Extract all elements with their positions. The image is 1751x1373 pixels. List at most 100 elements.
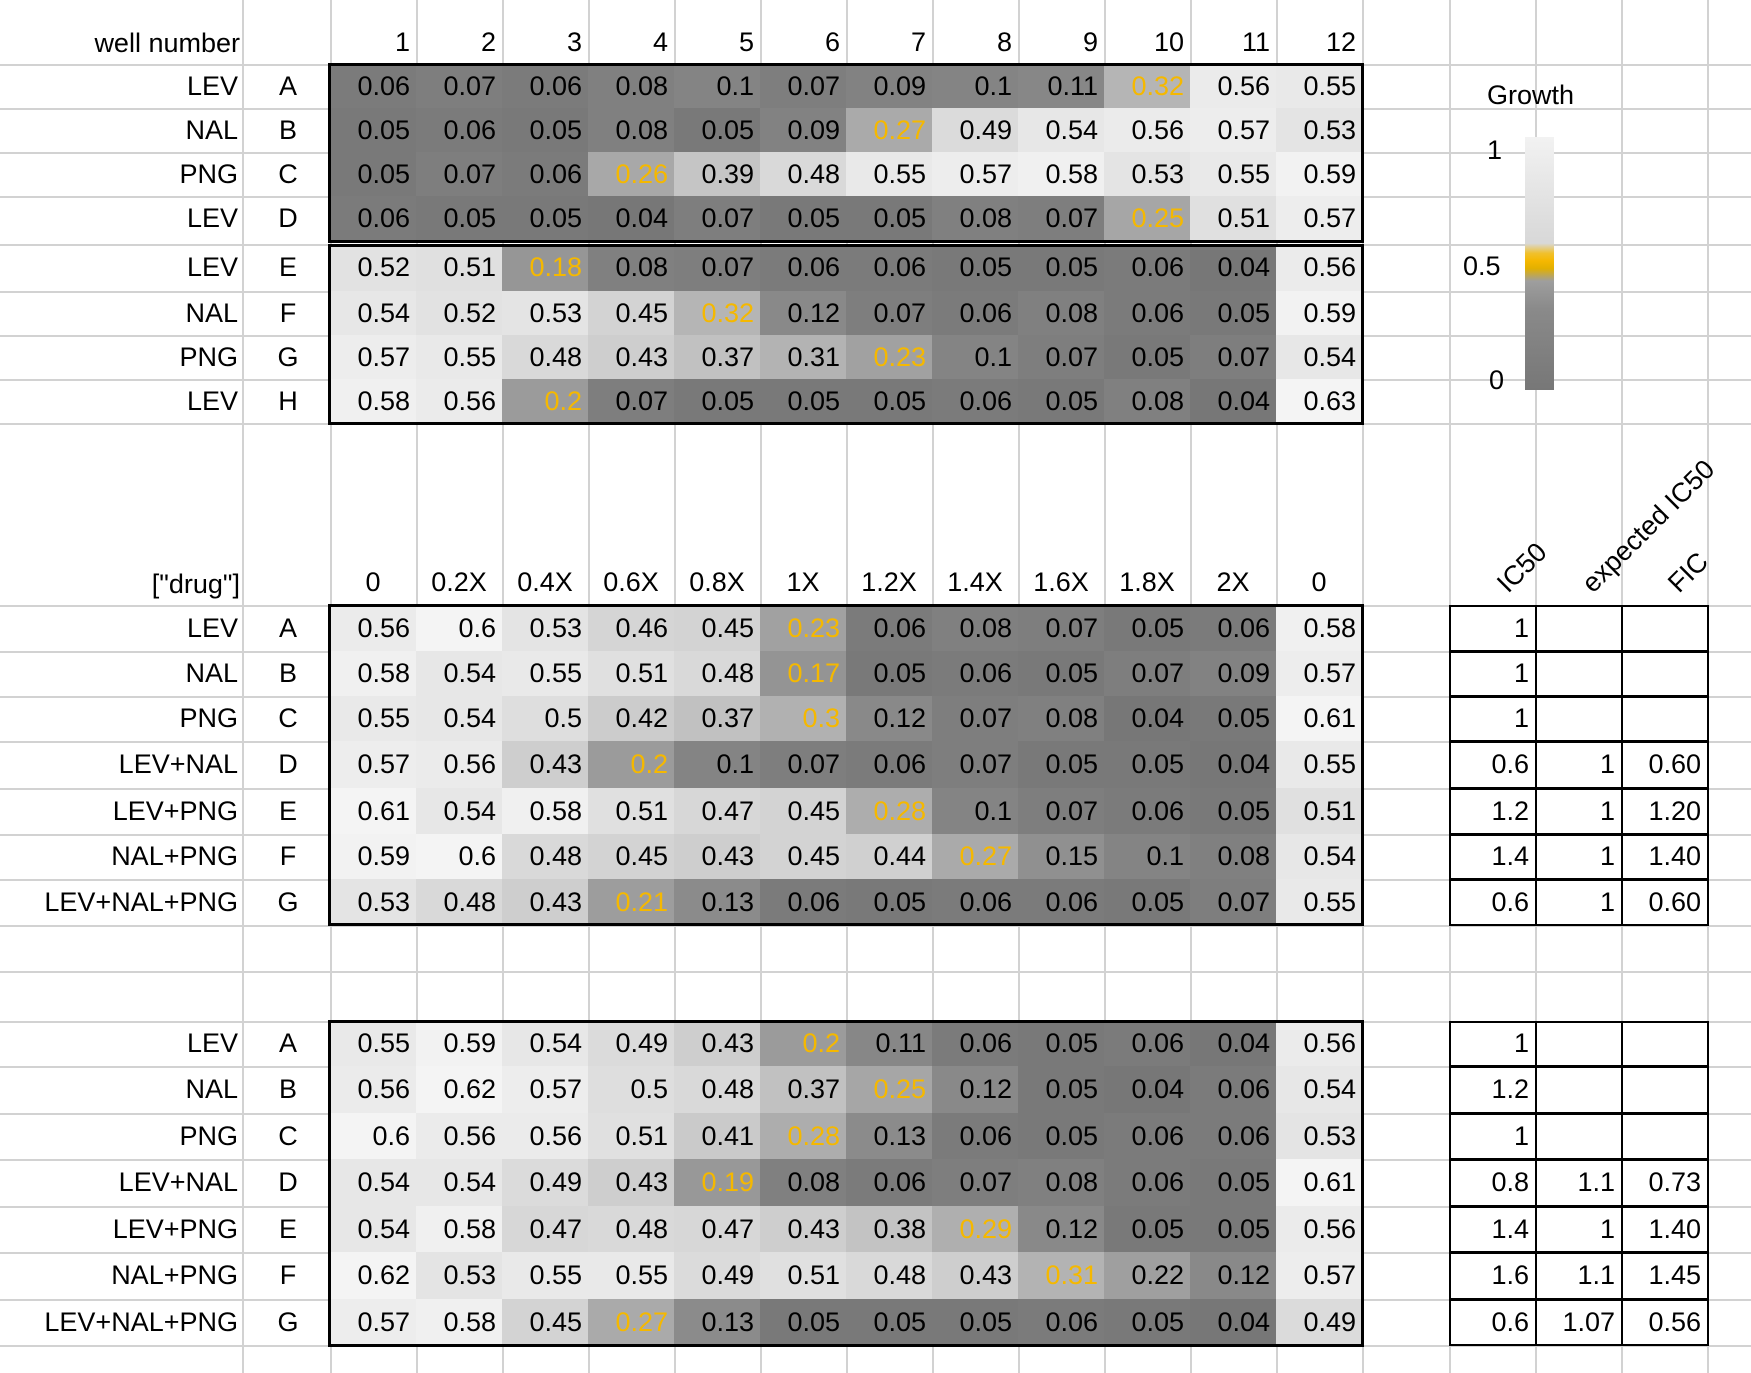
row-letter: B [278,658,297,688]
ic50-cell: 0.6 [1491,886,1529,917]
well-cell: 0.55 [416,335,502,379]
well-cell: 0.56 [1104,108,1190,152]
well-cell: 0.06 [760,244,846,291]
well-cell: 0.55 [588,1252,674,1299]
well-cell: 0.51 [588,651,674,696]
well-cell: 0.43 [588,335,674,379]
well-cell: 0.12 [760,291,846,335]
well-cell: 0.04 [588,196,674,240]
well-cell: 0.06 [1018,879,1104,925]
well-cell: 0.38 [846,1206,932,1252]
well-cell: 0.07 [932,741,1018,788]
well-cell: 0.05 [1104,335,1190,379]
well-cell: 0.6 [330,1113,416,1159]
plate3-side-row-border [1449,1066,1709,1114]
well-cell: 0.54 [330,1206,416,1252]
well-cell: 0.06 [1190,1113,1276,1159]
row-letter: C [278,703,298,733]
well-cell: 0.07 [1018,788,1104,834]
well-cell: 0.05 [1104,1206,1190,1252]
well-cell: 0.07 [1018,196,1104,240]
row-letter: F [279,1260,297,1290]
well-number-col: 12 [1325,26,1356,57]
well-cell: 0.61 [1276,1159,1362,1206]
well-cell: 0.12 [932,1066,1018,1113]
row-drug-label: LEV+PNG [112,795,238,826]
fic-cell: 0.60 [1648,749,1701,779]
well-cell: 0.05 [674,108,760,152]
fic-cell: 0.73 [1648,1167,1701,1197]
side-col-separator [1535,1021,1537,1346]
row-letter: G [277,341,299,372]
well-cell: 0.56 [1276,1206,1362,1252]
well-number-col: 5 [738,26,754,57]
well-cell: 0.46 [588,605,674,651]
well-cell: 0.45 [588,291,674,335]
ic50-well-cell: 0.31 [1018,1252,1104,1299]
well-cell: 0.55 [1276,64,1362,108]
well-cell: 0.49 [502,1159,588,1206]
well-cell: 0.13 [674,879,760,925]
well-cell: 0.06 [1190,605,1276,651]
well-cell: 0.49 [674,1252,760,1299]
concentration-col: 0.6X [603,567,659,597]
well-cell: 0.43 [760,1206,846,1252]
well-cell: 0.57 [1276,1252,1362,1299]
well-cell: 0.05 [932,244,1018,291]
plate2-side-row-border [1449,834,1709,880]
well-number-col: 2 [480,26,496,57]
well-cell: 0.08 [932,605,1018,651]
row-drug-label: NAL+PNG [111,1260,238,1290]
well-cell: 0.54 [502,1021,588,1066]
plate3-side-row-border [1449,1299,1709,1346]
well-cell: 0.08 [1190,834,1276,879]
well-cell: 0.06 [502,152,588,196]
well-cell: 0.08 [588,244,674,291]
well-cell: 0.55 [1276,879,1362,925]
ic50-well-cell: 0.32 [1104,64,1190,108]
well-cell: 0.12 [1018,1206,1104,1252]
well-cell: 0.37 [674,696,760,741]
expected-cell: 1 [1599,795,1615,826]
well-cell: 0.45 [760,788,846,834]
well-cell: 0.05 [416,196,502,240]
concentration-col: 1.4X [947,567,1003,597]
well-number-col: 4 [652,26,668,57]
well-cell: 0.54 [416,651,502,696]
row-drug-label: NAL [185,1074,238,1104]
well-cell: 0.61 [330,788,416,834]
well-cell: 0.06 [760,879,846,925]
well-cell: 0.48 [846,1252,932,1299]
well-cell: 0.57 [330,1299,416,1345]
row-letter: A [278,1028,297,1058]
well-cell: 0.51 [1276,788,1362,834]
side-col-separator [1621,605,1623,926]
well-cell: 0.04 [1190,1299,1276,1345]
concentration-col: 1.2X [861,567,917,597]
plate3-side-row-border [1449,1021,1709,1067]
well-cell: 0.08 [760,1159,846,1206]
well-cell: 0.06 [502,64,588,108]
well-cell: 0.51 [1190,196,1276,240]
fic-cell: 1.20 [1648,795,1701,826]
well-cell: 0.48 [674,1066,760,1113]
well-cell: 0.43 [932,1252,1018,1299]
well-cell: 0.12 [846,696,932,741]
fic-cell: 0.56 [1648,1306,1701,1337]
well-cell: 0.54 [330,291,416,335]
row-drug-label: LEV [186,252,238,282]
well-cell: 0.48 [502,335,588,379]
ic50-well-cell: 0.29 [932,1206,1018,1252]
legend-tick-low: 0 [1489,365,1505,395]
well-cell: 0.56 [330,1066,416,1113]
expected-cell: 1 [1599,749,1615,779]
well-cell: 0.44 [846,834,932,879]
ic50-header: IC50 [1491,536,1553,599]
well-number-col: 8 [996,26,1012,57]
row-letter: D [278,202,298,233]
well-cell: 0.06 [846,605,932,651]
plate3-side-row-border [1449,1159,1709,1207]
well-cell: 0.43 [502,741,588,788]
row-drug-label: LEV+NAL+PNG [44,1306,238,1337]
